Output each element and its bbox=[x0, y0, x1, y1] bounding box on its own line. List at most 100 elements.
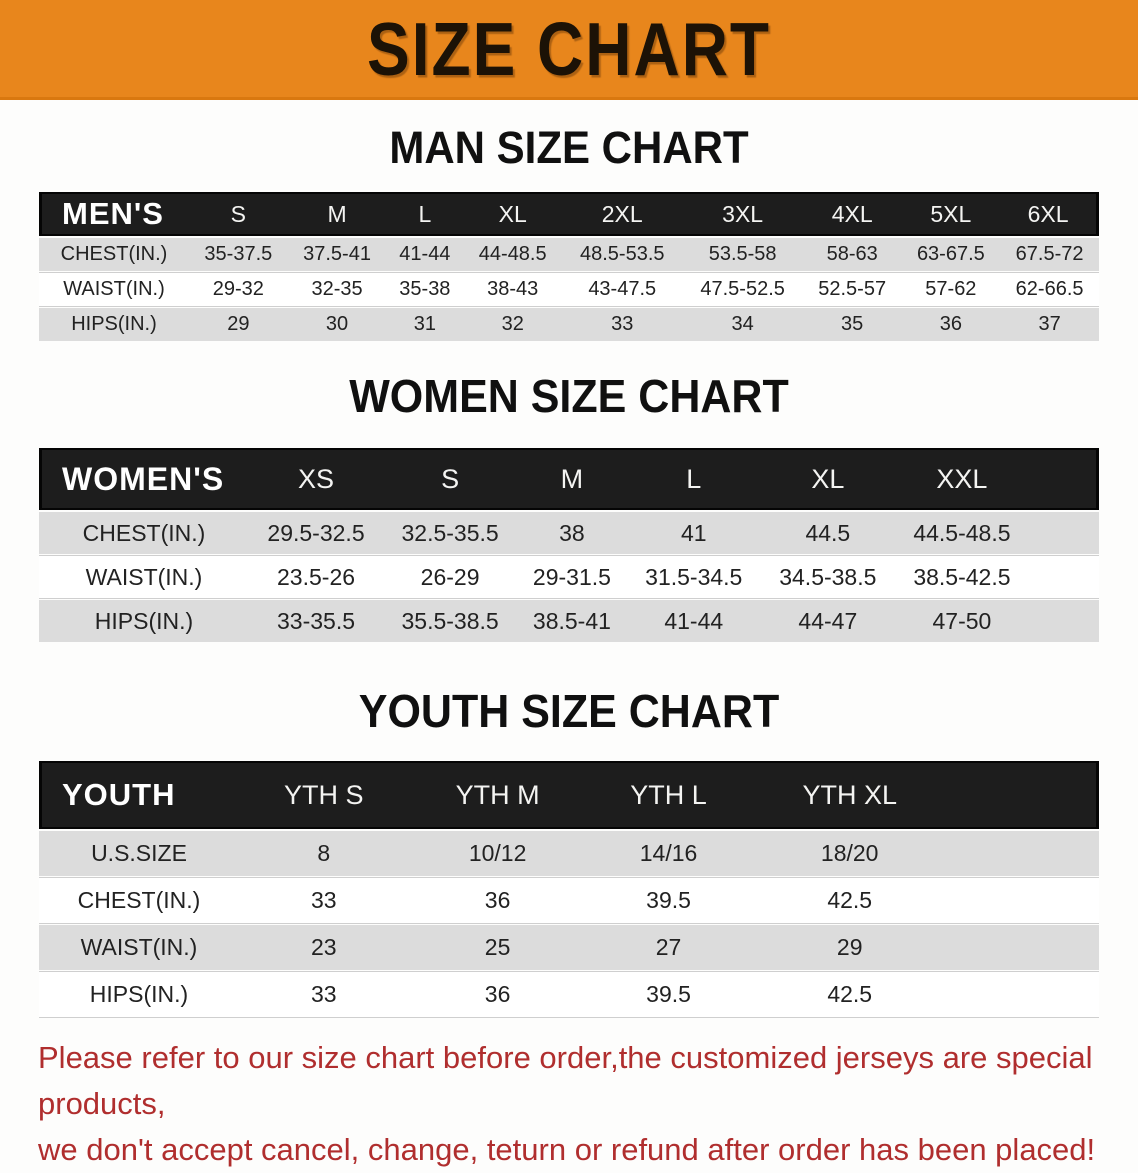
measurement-value: 29 bbox=[189, 308, 288, 341]
measurement-value: 42.5 bbox=[750, 878, 949, 923]
measurement-label: WAIST(IN.) bbox=[39, 556, 249, 598]
measurement-value: 47.5-52.5 bbox=[682, 273, 803, 306]
measurement-value: 39.5 bbox=[586, 972, 751, 1017]
measurement-value: 35-37.5 bbox=[189, 238, 288, 271]
measurement-value: 29-32 bbox=[189, 273, 288, 306]
measurement-value: 34 bbox=[682, 308, 803, 341]
youth-size-chart-section: YOUTH SIZE CHART YOUTH YTH S YTH M YTH L YTH… bbox=[0, 686, 1138, 1019]
measurement-value: 29.5-32.5 bbox=[249, 512, 384, 554]
spacer-cell bbox=[1029, 512, 1099, 554]
measurement-value: 34.5-38.5 bbox=[760, 556, 895, 598]
measurement-value: 62-66.5 bbox=[1000, 273, 1099, 306]
measurement-value: 38.5-41 bbox=[517, 600, 627, 642]
measurement-value: 58-63 bbox=[802, 238, 902, 271]
measurement-value: 29 bbox=[750, 925, 949, 970]
measurement-value: 33 bbox=[239, 878, 409, 923]
measurement-value: 67.5-72 bbox=[1000, 238, 1099, 271]
size-column-header: L bbox=[386, 192, 464, 236]
women-size-chart-section: WOMEN SIZE CHART WOMEN'S XS S M L XL XXL CHEST(… bbox=[0, 371, 1138, 644]
women-chart-heading: WOMEN SIZE CHART bbox=[349, 371, 789, 423]
table-row: CHEST(IN.) 35-37.5 37.5-41 41-44 44-48.5 48.5… bbox=[39, 238, 1099, 271]
measurement-value: 57-62 bbox=[901, 273, 1001, 306]
men-size-chart-section: MAN SIZE CHART MEN'S S M L XL 2XL 3XL 4XL 5XL 6XL… bbox=[0, 122, 1138, 343]
measurement-value: 41-44 bbox=[386, 238, 464, 271]
size-column-header: YTH S bbox=[239, 761, 409, 829]
table-row: CHEST(IN.) 29.5-32.5 32.5-35.5 38 41 44.5 44.5… bbox=[39, 512, 1099, 554]
measurement-value: 36 bbox=[901, 308, 1001, 341]
size-column-header: 3XL bbox=[682, 192, 803, 236]
table-row: HIPS(IN.) 29 30 31 32 33 34 35 36 37 bbox=[39, 308, 1099, 341]
measurement-value: 38.5-42.5 bbox=[894, 556, 1029, 598]
measurement-label: U.S.SIZE bbox=[39, 831, 239, 876]
size-column-header: S bbox=[189, 192, 288, 236]
measurement-value: 43-47.5 bbox=[562, 273, 683, 306]
measurement-value: 47-50 bbox=[894, 600, 1029, 642]
measurement-value: 38 bbox=[517, 512, 627, 554]
spacer-cell bbox=[1029, 448, 1099, 510]
table-row: HIPS(IN.) 33-35.5 35.5-38.5 38.5-41 41-44 44-… bbox=[39, 600, 1099, 642]
measurement-value: 23 bbox=[239, 925, 409, 970]
table-header-row: WOMEN'S XS S M L XL XXL bbox=[39, 448, 1099, 510]
table-header-row: YOUTH YTH S YTH M YTH L YTH XL bbox=[39, 761, 1099, 829]
measurement-label: WAIST(IN.) bbox=[39, 925, 239, 970]
measurement-value: 31 bbox=[386, 308, 464, 341]
spacer-cell bbox=[949, 761, 1099, 829]
measurement-value: 33 bbox=[562, 308, 683, 341]
size-column-header: YTH M bbox=[408, 761, 587, 829]
measurement-label: HIPS(IN.) bbox=[39, 972, 239, 1017]
measurement-value: 29-31.5 bbox=[517, 556, 627, 598]
measurement-value: 39.5 bbox=[586, 878, 751, 923]
size-column-header: XL bbox=[463, 192, 563, 236]
measurement-value: 41 bbox=[626, 512, 761, 554]
measurement-value: 63-67.5 bbox=[901, 238, 1001, 271]
page-title: SIZE CHART bbox=[367, 6, 771, 91]
table-row: HIPS(IN.) 33 36 39.5 42.5 bbox=[39, 972, 1099, 1017]
measurement-label: CHEST(IN.) bbox=[39, 878, 239, 923]
measurement-label: CHEST(IN.) bbox=[39, 512, 249, 554]
size-column-header: S bbox=[383, 448, 518, 510]
size-column-header: XS bbox=[249, 448, 384, 510]
youth-size-table: YOUTH YTH S YTH M YTH L YTH XL U.S.SIZE 8 10/12… bbox=[39, 759, 1099, 1019]
measurement-label: HIPS(IN.) bbox=[39, 600, 249, 642]
measurement-value: 31.5-34.5 bbox=[626, 556, 761, 598]
men-chart-heading: MAN SIZE CHART bbox=[389, 122, 749, 173]
women-size-table: WOMEN'S XS S M L XL XXL CHEST(IN.) 29.5-32.5 32.5… bbox=[39, 446, 1099, 644]
measurement-value: 44.5 bbox=[760, 512, 895, 554]
measurement-value: 52.5-57 bbox=[802, 273, 902, 306]
table-row: WAIST(IN.) 23.5-26 26-29 29-31.5 31.5-34.5 34… bbox=[39, 556, 1099, 598]
disclaimer-line-1: Please refer to our size chart before or… bbox=[38, 1040, 1093, 1121]
measurement-value: 14/16 bbox=[586, 831, 751, 876]
men-size-table: MEN'S S M L XL 2XL 3XL 4XL 5XL 6XL CHEST(IN.) 35-37… bbox=[39, 190, 1099, 343]
measurement-value: 33 bbox=[239, 972, 409, 1017]
size-column-header: YTH L bbox=[586, 761, 751, 829]
measurement-value: 10/12 bbox=[408, 831, 587, 876]
measurement-value: 33-35.5 bbox=[249, 600, 384, 642]
measurement-label: CHEST(IN.) bbox=[39, 238, 189, 271]
disclaimer-line-2: we don't accept cancel, change, teturn o… bbox=[38, 1132, 1096, 1167]
measurement-value: 35-38 bbox=[386, 273, 464, 306]
table-group-label: MEN'S bbox=[39, 192, 189, 236]
disclaimer: Please refer to our size chart before or… bbox=[38, 1035, 1118, 1173]
measurement-value: 32-35 bbox=[287, 273, 387, 306]
table-row: WAIST(IN.) 23 25 27 29 bbox=[39, 925, 1099, 970]
measurement-value: 38-43 bbox=[463, 273, 563, 306]
table-row: WAIST(IN.) 29-32 32-35 35-38 38-43 43-47.5 47.… bbox=[39, 273, 1099, 306]
measurement-value: 48.5-53.5 bbox=[562, 238, 683, 271]
table-header-row: MEN'S S M L XL 2XL 3XL 4XL 5XL 6XL bbox=[39, 192, 1099, 236]
spacer-cell bbox=[949, 972, 1099, 1017]
measurement-value: 37.5-41 bbox=[287, 238, 387, 271]
measurement-value: 36 bbox=[408, 972, 587, 1017]
measurement-value: 41-44 bbox=[626, 600, 761, 642]
banner: SIZE CHART bbox=[0, 0, 1138, 100]
measurement-label: HIPS(IN.) bbox=[39, 308, 189, 341]
table-group-label: WOMEN'S bbox=[39, 448, 249, 510]
measurement-value: 37 bbox=[1000, 308, 1099, 341]
spacer-cell bbox=[949, 878, 1099, 923]
spacer-cell bbox=[949, 925, 1099, 970]
measurement-value: 53.5-58 bbox=[682, 238, 803, 271]
measurement-value: 36 bbox=[408, 878, 587, 923]
measurement-value: 42.5 bbox=[750, 972, 949, 1017]
measurement-value: 25 bbox=[408, 925, 587, 970]
spacer-cell bbox=[1029, 600, 1099, 642]
